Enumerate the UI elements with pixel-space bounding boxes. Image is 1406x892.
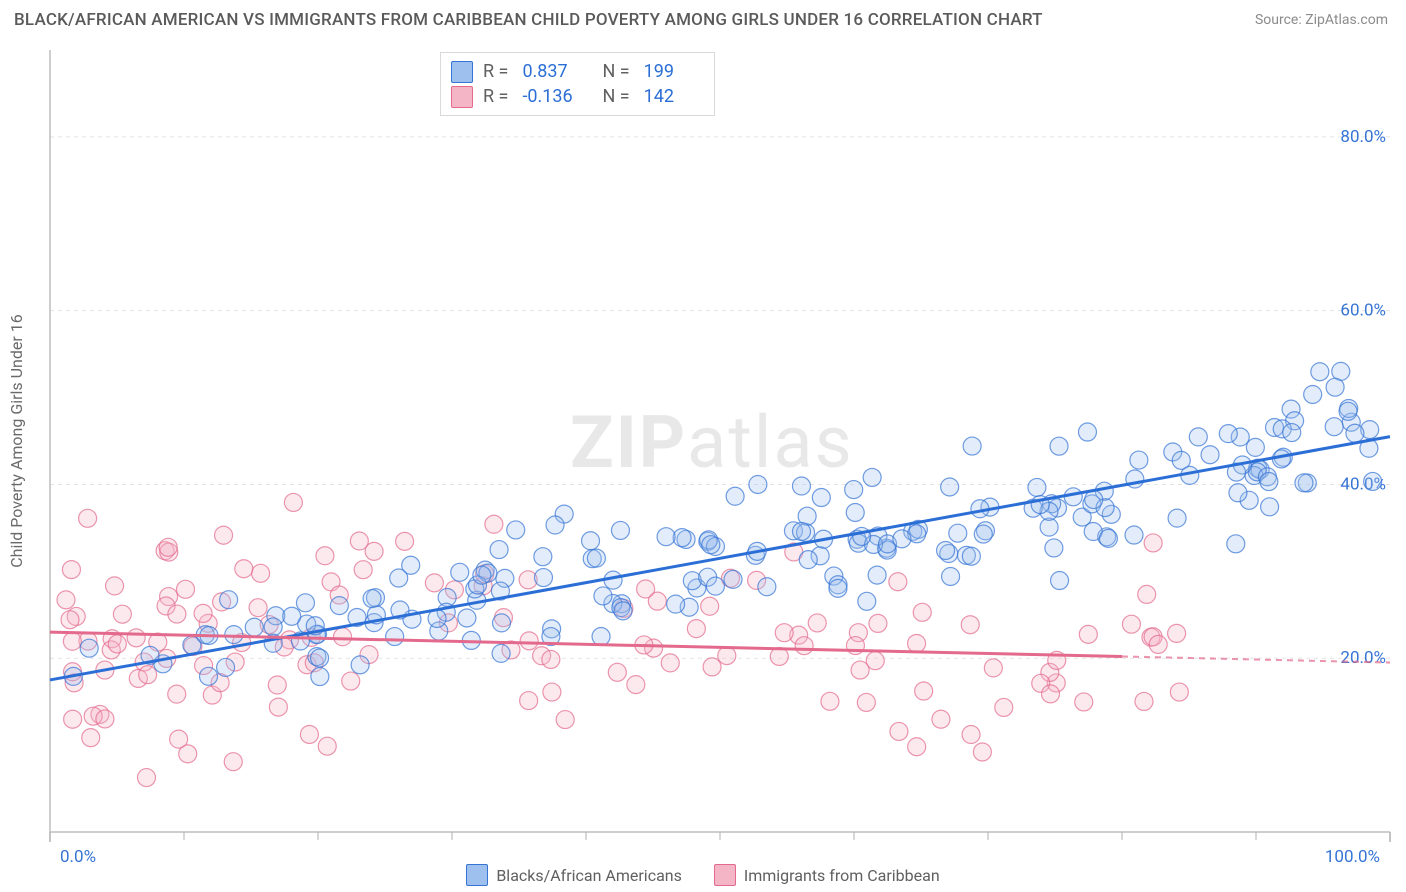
legend-entry-2: Immigrants from Caribbean (714, 864, 940, 886)
swatch-pink (451, 86, 473, 108)
legend-entry-1: Blacks/African Americans (466, 864, 682, 886)
n-value-2: 142 (644, 84, 704, 109)
r-label: R = (483, 59, 508, 84)
stats-row-1: R = 0.837 N = 199 (451, 59, 704, 84)
n-value-1: 199 (644, 59, 704, 84)
n-label: N = (602, 84, 629, 109)
swatch-blue (466, 864, 488, 886)
r-label: R = (483, 84, 508, 109)
series-legend: Blacks/African Americans Immigrants from… (0, 864, 1406, 886)
svg-text:Child Poverty Among Girls Unde: Child Poverty Among Girls Under 16 (7, 314, 26, 568)
r-value-2: -0.136 (522, 84, 582, 109)
stats-legend: R = 0.837 N = 199 R = -0.136 N = 142 (440, 52, 715, 116)
stats-row-2: R = -0.136 N = 142 (451, 84, 704, 109)
n-label: N = (602, 59, 629, 84)
legend-label-1: Blacks/African Americans (496, 866, 682, 885)
svg-text:20.0%: 20.0% (1340, 648, 1386, 668)
swatch-blue (451, 61, 473, 83)
swatch-pink (714, 864, 736, 886)
svg-text:60.0%: 60.0% (1340, 301, 1386, 321)
svg-text:80.0%: 80.0% (1340, 127, 1386, 147)
r-value-1: 0.837 (522, 59, 582, 84)
correlation-chart: 20.0%40.0%60.0%80.0%0.0%100.0%Child Pove… (0, 0, 1406, 892)
legend-label-2: Immigrants from Caribbean (744, 866, 940, 885)
